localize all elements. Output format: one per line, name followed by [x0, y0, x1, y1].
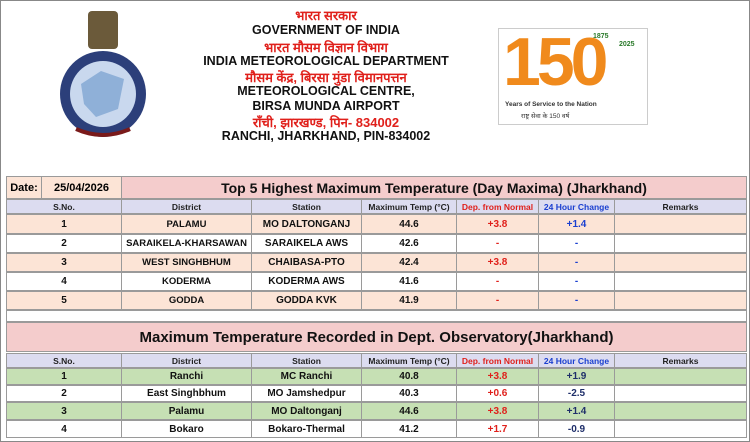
- table-cell: MO Daltonganj: [251, 402, 362, 420]
- table-cell: -: [456, 234, 539, 253]
- table-cell: -: [538, 234, 615, 253]
- table-cell: +3.8: [456, 402, 539, 420]
- table-cell: 5: [6, 291, 122, 310]
- remarks-cell: [614, 420, 747, 438]
- column-header: 24 Hour Change: [538, 199, 615, 214]
- table-cell: 1: [6, 214, 122, 234]
- table-cell: MO Jamshedpur: [251, 385, 362, 402]
- table-cell: +3.8: [456, 368, 539, 385]
- header-line: GOVERNMENT OF INDIA: [252, 23, 400, 37]
- table-cell: +1.4: [538, 214, 615, 234]
- table-title: Maximum Temperature Recorded in Dept. Ob…: [6, 322, 747, 352]
- table-cell: 3: [6, 402, 122, 420]
- remarks-cell: [614, 291, 747, 310]
- table-cell: -: [538, 253, 615, 272]
- table-cell: 3: [6, 253, 122, 272]
- logo-tagline: Years of Service to the Nation: [505, 101, 597, 108]
- column-header: 24 Hour Change: [538, 353, 615, 368]
- header-line: RANCHI, JHARKHAND, PIN-834002: [221, 129, 431, 143]
- logo-tagline-hi: राष्ट्र सेवा के 150 वर्ष: [521, 113, 570, 120]
- header-line: INDIA METEOROLOGICAL DEPARTMENT: [203, 54, 449, 68]
- table-cell: 44.6: [361, 402, 457, 420]
- table-cell: MC Ranchi: [251, 368, 362, 385]
- header-line: भारत मौसम विज्ञान विभाग: [264, 40, 388, 55]
- table-title: Top 5 Highest Maximum Temperature (Day M…: [121, 176, 747, 199]
- column-header: Remarks: [614, 199, 747, 214]
- column-header: Station: [251, 353, 362, 368]
- table-cell: -: [538, 272, 615, 291]
- remarks-cell: [614, 385, 747, 402]
- column-header: Remarks: [614, 353, 747, 368]
- table-cell: 4: [6, 420, 122, 438]
- remarks-cell: [614, 253, 747, 272]
- table-cell: Palamu: [121, 402, 252, 420]
- remarks-cell: [614, 402, 747, 420]
- table-cell: CHAIBASA-PTO: [251, 253, 362, 272]
- logo-number: 150: [503, 24, 608, 100]
- table-cell: 1: [6, 368, 122, 385]
- table-cell: 44.6: [361, 214, 457, 234]
- table-cell: 2: [6, 234, 122, 253]
- table-cell: 2: [6, 385, 122, 402]
- date-label: Date:: [6, 176, 42, 199]
- table-cell: GODDA: [121, 291, 252, 310]
- table-cell: +1.4: [538, 402, 615, 420]
- column-header: Dep. from Normal: [456, 353, 539, 368]
- table-cell: +3.8: [456, 214, 539, 234]
- remarks-cell: [614, 214, 747, 234]
- table-cell: Bokaro: [121, 420, 252, 438]
- imd-emblem: [60, 11, 146, 137]
- table-cell: East Singhbhum: [121, 385, 252, 402]
- column-header: S.No.: [6, 199, 122, 214]
- table-cell: 41.6: [361, 272, 457, 291]
- column-header: S.No.: [6, 353, 122, 368]
- table-cell: -: [456, 272, 539, 291]
- table-cell: -: [456, 291, 539, 310]
- remarks-cell: [614, 368, 747, 385]
- remarks-cell: [614, 234, 747, 253]
- table-cell: 40.3: [361, 385, 457, 402]
- spacer-row: [6, 310, 747, 322]
- table-cell: PALAMU: [121, 214, 252, 234]
- remarks-cell: [614, 272, 747, 291]
- table-cell: +1.9: [538, 368, 615, 385]
- table-cell: +1.7: [456, 420, 539, 438]
- table-cell: +0.6: [456, 385, 539, 402]
- table-cell: 4: [6, 272, 122, 291]
- table-cell: 40.8: [361, 368, 457, 385]
- table-cell: 41.9: [361, 291, 457, 310]
- table-cell: 42.4: [361, 253, 457, 272]
- header-line: भारत सरकार: [295, 8, 357, 23]
- table-cell: SARAIKELA AWS: [251, 234, 362, 253]
- header-line: BIRSA MUNDA AIRPORT: [252, 99, 400, 113]
- column-header: District: [121, 353, 252, 368]
- table-cell: MO DALTONGANJ: [251, 214, 362, 234]
- date-value: 25/04/2026: [41, 176, 122, 199]
- table-cell: Bokaro-Thermal: [251, 420, 362, 438]
- column-header: Maximum Temp (°C): [361, 199, 457, 214]
- column-header: Station: [251, 199, 362, 214]
- table-cell: Ranchi: [121, 368, 252, 385]
- header-line: राँची, झारखण्ड, पिन- 834002: [252, 115, 400, 130]
- header-line: METEOROLOGICAL CENTRE,: [237, 84, 415, 98]
- table-cell: 41.2: [361, 420, 457, 438]
- column-header: Dep. from Normal: [456, 199, 539, 214]
- table-cell: GODDA KVK: [251, 291, 362, 310]
- table-cell: -0.9: [538, 420, 615, 438]
- logo-start: 1875: [593, 33, 609, 40]
- table-cell: KODERMA: [121, 272, 252, 291]
- table-cell: +3.8: [456, 253, 539, 272]
- column-header: Maximum Temp (°C): [361, 353, 457, 368]
- table-cell: -2.5: [538, 385, 615, 402]
- table-cell: SARAIKELA-KHARSAWAN: [121, 234, 252, 253]
- logo-end: 2025: [619, 41, 635, 48]
- table-cell: 42.6: [361, 234, 457, 253]
- anniversary-logo: 150 1875 2025 Years of Service to the Na…: [498, 24, 648, 125]
- table-cell: -: [538, 291, 615, 310]
- table-cell: WEST SINGHBHUM: [121, 253, 252, 272]
- column-header: District: [121, 199, 252, 214]
- header-line: मौसम केंद्र, बिरसा मुंडा विमानपत्तन: [245, 70, 407, 85]
- table-cell: KODERMA AWS: [251, 272, 362, 291]
